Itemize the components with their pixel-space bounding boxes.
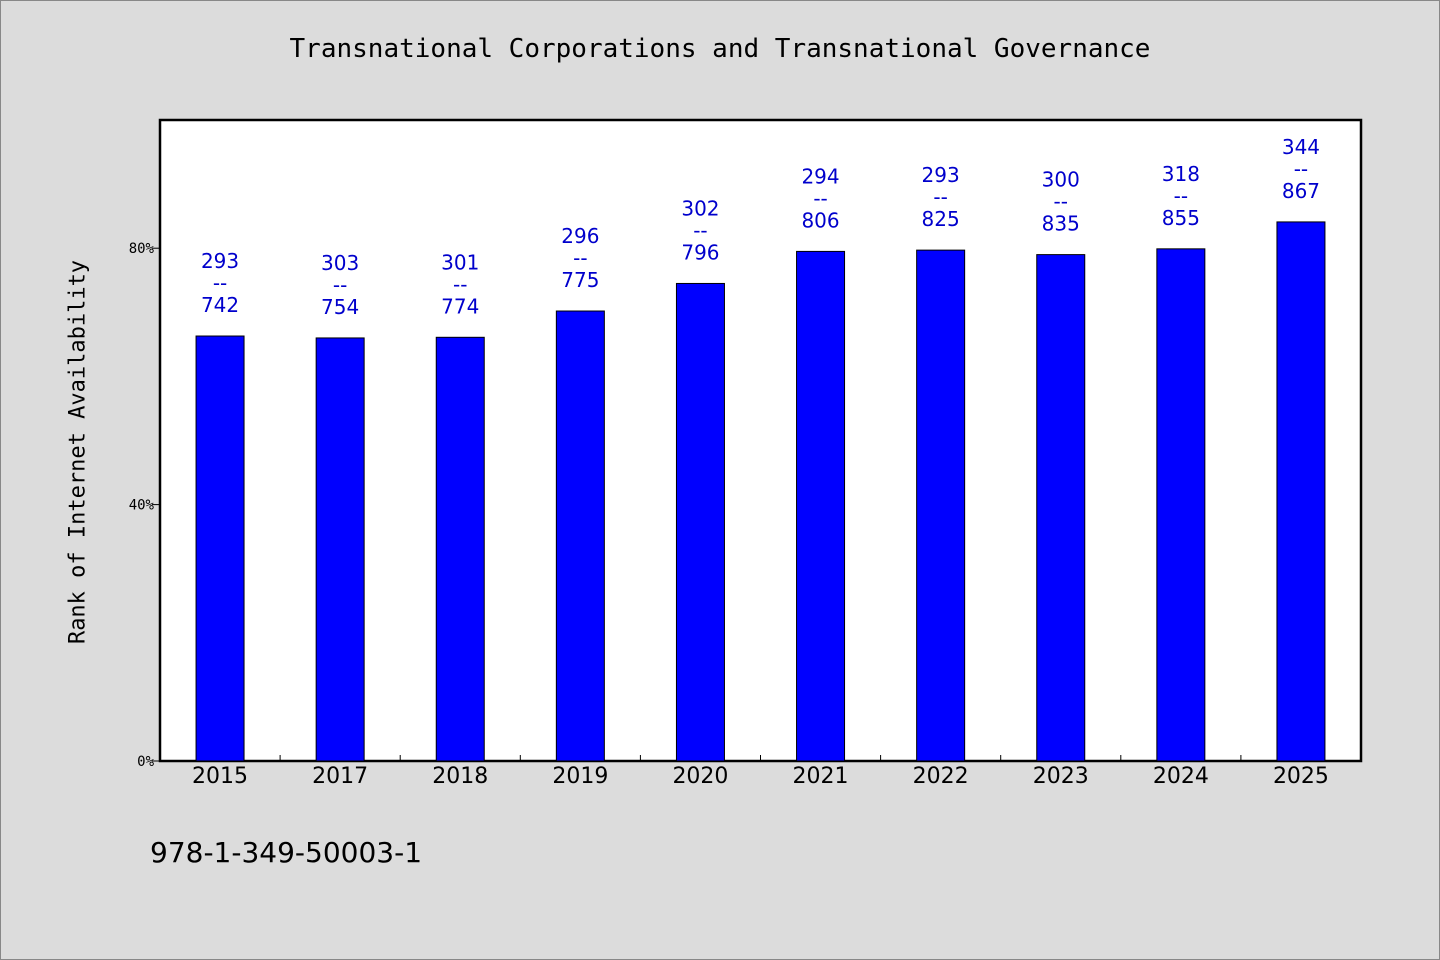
data-label: 296 <box>561 224 599 248</box>
data-label: -- <box>933 185 947 209</box>
data-label: -- <box>1174 184 1188 208</box>
data-label: -- <box>1294 157 1308 181</box>
data-label: -- <box>453 272 467 296</box>
data-label: 301 <box>441 250 479 274</box>
data-label: 294 <box>801 164 839 188</box>
bar <box>916 249 966 762</box>
data-label: 293 <box>201 249 239 273</box>
x-tick-label: 2023 <box>1033 764 1089 789</box>
data-label: 774 <box>441 294 479 318</box>
bar <box>1276 221 1326 762</box>
data-label: -- <box>213 271 227 295</box>
y-tick-label: 40% <box>129 498 155 514</box>
x-tick-label: 2015 <box>192 764 248 789</box>
bar <box>555 310 605 762</box>
x-tick-label: 2021 <box>793 764 849 789</box>
x-tick-label: 2020 <box>672 764 728 789</box>
data-label: 302 <box>681 196 719 220</box>
data-label: 835 <box>1042 212 1080 236</box>
data-label: 867 <box>1282 179 1320 203</box>
bar <box>195 335 245 762</box>
data-label: -- <box>813 186 827 210</box>
bar <box>796 250 846 762</box>
bar <box>1156 248 1206 762</box>
data-label: 300 <box>1042 168 1080 192</box>
x-tick-label: 2019 <box>552 764 608 789</box>
data-label: 293 <box>922 163 960 187</box>
data-label: 825 <box>922 207 960 231</box>
data-label: -- <box>693 218 707 242</box>
data-label: -- <box>333 273 347 297</box>
data-label: -- <box>1054 190 1068 214</box>
x-tick-label: 2025 <box>1273 764 1329 789</box>
y-tick-label: 80% <box>129 241 155 257</box>
data-label: 318 <box>1162 162 1200 186</box>
x-tick-label: 2018 <box>432 764 488 789</box>
data-label: 775 <box>561 268 599 292</box>
chart-title: Transnational Corporations and Transnati… <box>289 34 1151 64</box>
x-tick-label: 2022 <box>913 764 969 789</box>
bar <box>675 282 725 762</box>
x-tick-label: 2017 <box>312 764 368 789</box>
data-label: 806 <box>801 208 839 232</box>
bar <box>315 337 365 762</box>
y-tick-label: 0% <box>137 754 154 770</box>
bar <box>435 336 485 762</box>
isbn-footer: 978-1-349-50003-1 <box>150 836 423 869</box>
x-tick-label: 2024 <box>1153 764 1209 789</box>
data-label: 796 <box>681 240 719 264</box>
bar <box>1036 254 1086 762</box>
data-label: 344 <box>1282 135 1320 159</box>
data-label: 754 <box>321 295 359 319</box>
data-label: 742 <box>201 293 239 317</box>
data-label: 303 <box>321 251 359 275</box>
data-label: 855 <box>1162 206 1200 230</box>
data-label: -- <box>573 246 587 270</box>
